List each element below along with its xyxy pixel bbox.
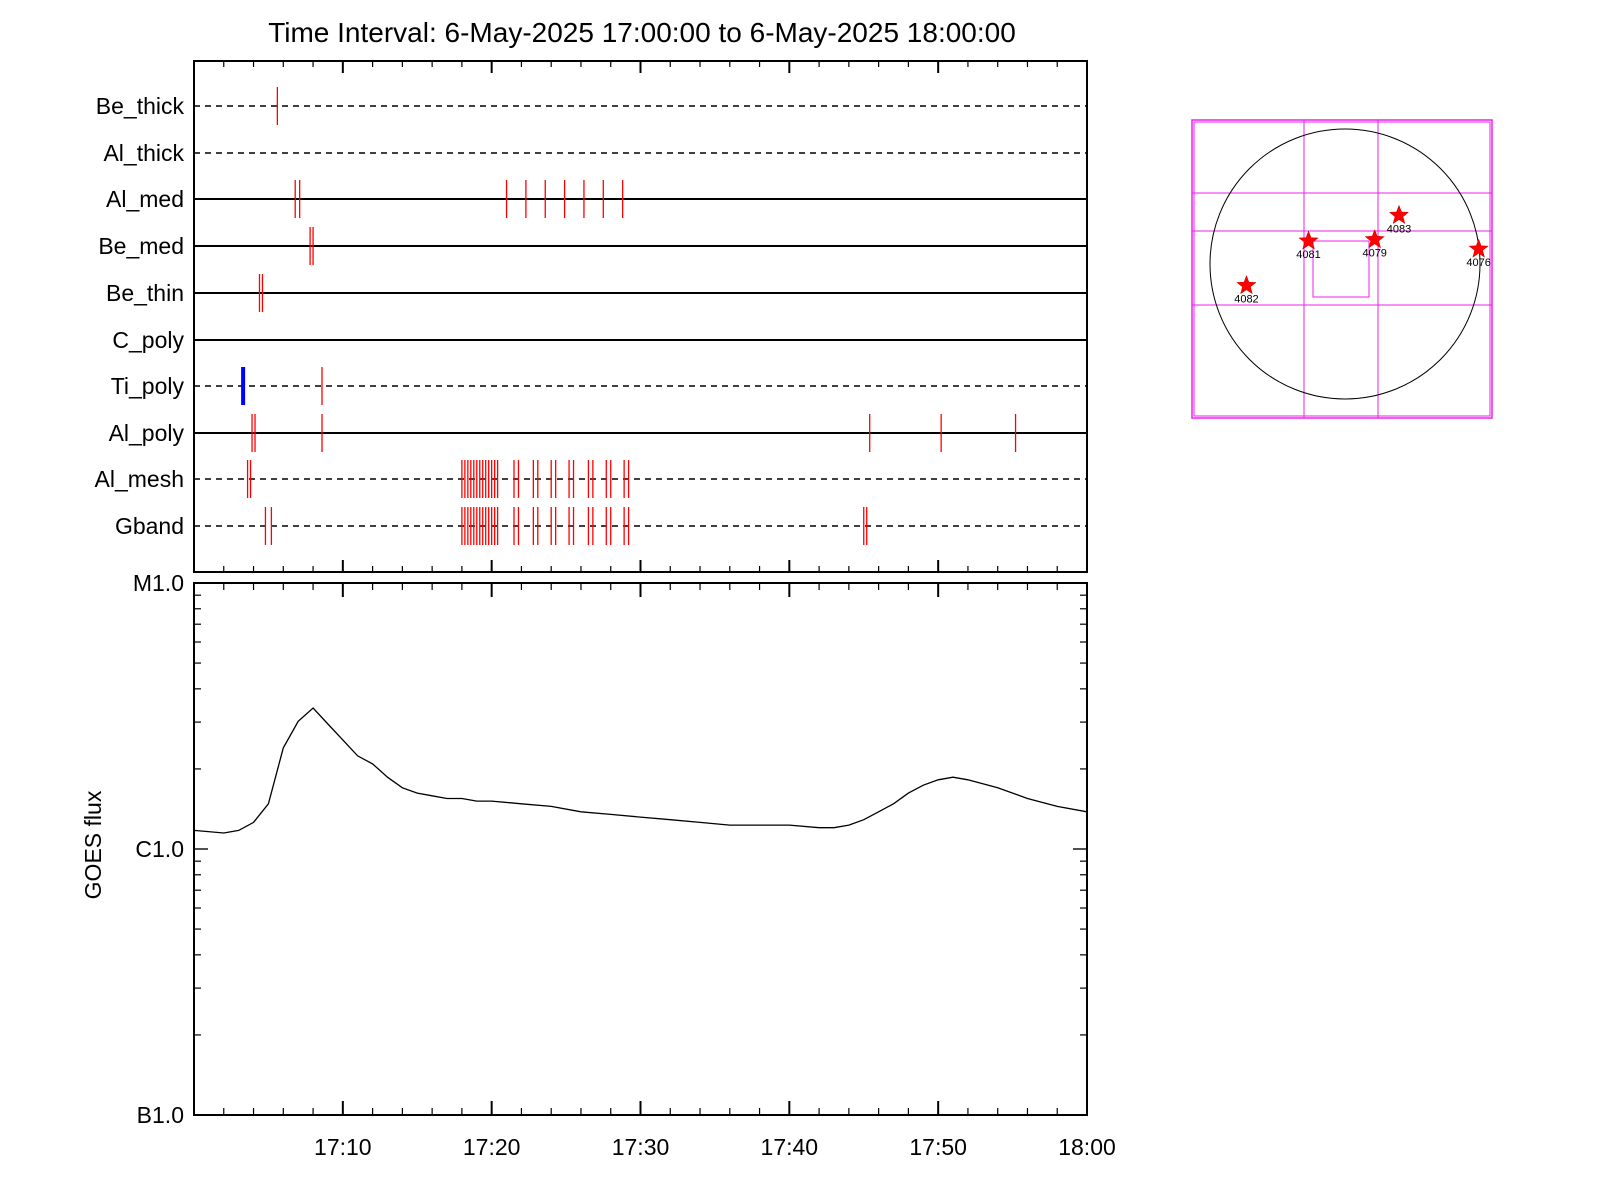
goes-x-tick-label: 17:30	[612, 1134, 670, 1160]
goes-y-tick-label: B1.0	[137, 1102, 184, 1128]
row-label-be-med: Be_med	[98, 233, 184, 259]
active-region-star	[1468, 238, 1489, 258]
row-label-al-thick: Al_thick	[103, 140, 184, 166]
sun-region-diagram: 4081 4079 4083 4076 4082	[1191, 119, 1493, 419]
active-region-label: 4079	[1362, 248, 1386, 260]
timeline-frame	[193, 60, 1088, 573]
timeline-panel: Be_thick Al_thick Al_med Be_med Be_thin C_pol…	[95, 60, 1088, 573]
row-label-al-mesh: Al_mesh	[95, 466, 184, 492]
row-label-gband: Gband	[115, 513, 184, 539]
goes-x-tick-label: 18:00	[1058, 1134, 1116, 1160]
goes-x-tick-label: 17:10	[314, 1134, 372, 1160]
center-fov-box	[1312, 240, 1370, 298]
row-label-c-poly: C_poly	[112, 327, 184, 353]
goes-x-tick-label: 17:50	[909, 1134, 967, 1160]
active-region-star	[1236, 274, 1257, 295]
chart-title: Time Interval: 6-May-2025 17:00:00 to 6-…	[268, 17, 1016, 48]
goes-flux-panel: B1.0 C1.0 M1.0 17:10 17:20 17:30 17:40 17:50 18:…	[80, 570, 1116, 1160]
active-region-star	[1298, 230, 1319, 250]
row-label-be-thin: Be_thin	[106, 280, 184, 306]
active-region-label: 4083	[1387, 223, 1411, 235]
fov-inner-box	[1193, 121, 1491, 417]
row-label-al-med: Al_med	[106, 186, 184, 212]
goes-x-tick-label: 17:20	[463, 1134, 521, 1160]
goes-flux-line	[193, 707, 1088, 834]
active-region-star	[1364, 228, 1385, 249]
active-region-label: 4081	[1296, 249, 1320, 261]
goes-y-axis-label: GOES flux	[80, 790, 106, 899]
fov-outer-box	[1191, 119, 1493, 419]
goes-y-tick-label: C1.0	[135, 836, 184, 862]
active-region-star	[1388, 204, 1410, 225]
row-label-ti-poly: Ti_poly	[111, 373, 185, 399]
goes-frame	[193, 582, 1088, 1116]
active-region-label: 4076	[1466, 257, 1490, 269]
active-region-label: 4082	[1234, 294, 1258, 306]
goes-y-tick-label: M1.0	[133, 570, 184, 596]
row-label-be-thick: Be_thick	[96, 93, 185, 119]
solar-disk	[1209, 128, 1481, 400]
goes-x-tick-label: 17:40	[761, 1134, 819, 1160]
row-label-al-poly: Al_poly	[109, 420, 185, 446]
